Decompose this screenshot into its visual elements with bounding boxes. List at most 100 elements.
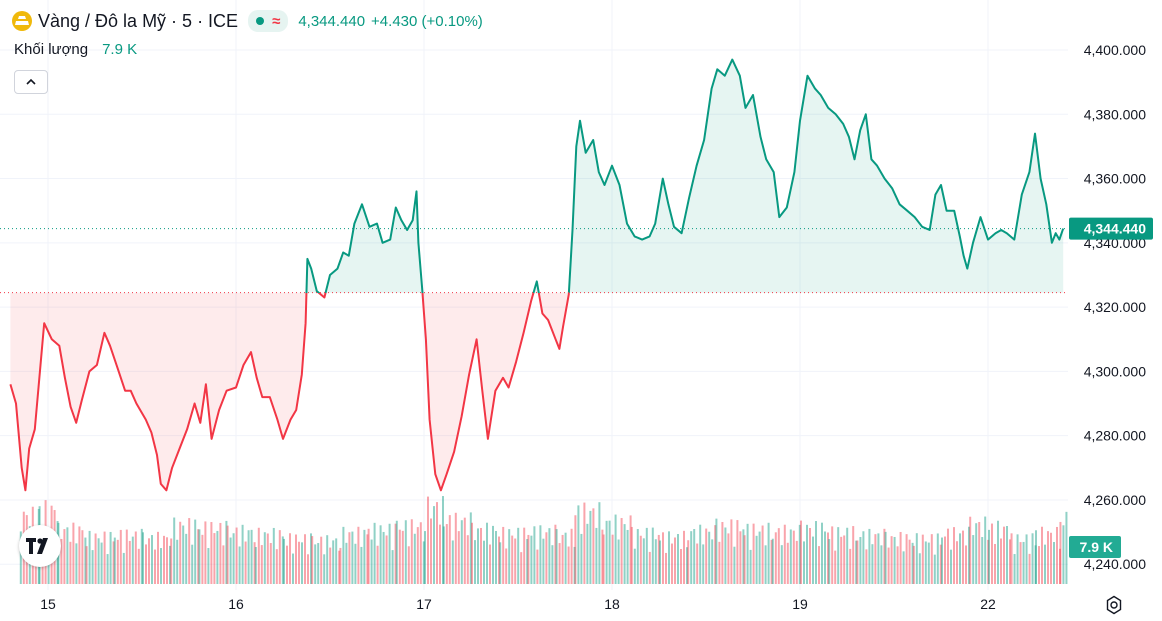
volume-bar [527,534,530,584]
volume-bar [363,529,366,584]
volume-bar [862,531,865,584]
volume-bar [601,529,604,584]
volume-bar [595,527,598,584]
volume-bar [953,527,955,584]
volume-bar [969,516,972,584]
volume-bar [173,517,176,584]
volume-bar [140,528,143,584]
volume-bar [166,537,168,584]
volume-bar [746,523,749,584]
area-fill [10,59,1064,491]
volume-bar [109,531,112,584]
volume-bar [554,524,557,584]
volume-bar [351,531,354,584]
volume-bar [1050,532,1052,584]
volume-bar [968,526,970,584]
settings-button[interactable] [1103,594,1125,616]
volume-bar [608,520,611,584]
volume-bar [962,530,964,584]
volume-bar [492,525,494,584]
collapse-legend-button[interactable] [14,70,48,94]
volume-bar [1028,553,1031,584]
volume-bar [502,526,505,584]
volume-bar [103,531,106,584]
volume-bar [298,541,300,584]
volume-bar [60,539,63,584]
volume-bar [1041,526,1043,584]
market-status-pill[interactable]: ≈ [248,10,289,32]
volume-bar [824,531,826,584]
volume-bar [1056,526,1058,584]
volume-bar [605,520,608,584]
volume-bar [170,538,173,584]
volume-bar [767,522,770,584]
volume-bar [398,529,401,584]
volume-bar [520,552,523,584]
volume-bar [1059,521,1062,584]
volume-bar [495,530,497,584]
volume-bar [388,523,391,584]
y-axis[interactable]: 4,240.000 4,260.000 4,280.000 4,300.000 4,32… [1084,42,1146,572]
volume-bar [884,531,887,584]
last-price-badge-label: 4,344.440 [1084,221,1146,237]
volume-bar [944,536,946,584]
volume-bar [821,522,823,584]
volume-bar [471,522,473,584]
volume-bar [526,539,529,584]
symbol-title[interactable]: Vàng / Đô la Mỹ · 5 · ICE [38,10,239,31]
volume-bar [367,528,370,584]
tradingview-logo-icon[interactable] [19,525,61,567]
volume-bar [182,525,185,584]
volume-bar [157,531,159,584]
y-tick-label: 4,300.000 [1084,363,1146,379]
volume-bar [674,537,676,584]
volume-bar [561,534,564,584]
y-tick-label: 4,260.000 [1084,492,1146,508]
x-tick-label: 19 [792,596,808,612]
volume-bar [75,543,78,584]
volume-bar [232,533,235,584]
volume-bar [636,529,639,584]
volume-bar [229,537,232,584]
volume-bar [1059,548,1061,584]
volume-bar [225,520,228,584]
volume-bar [623,524,626,584]
price-line-up [305,58,1065,293]
volume-bar [283,538,285,584]
settings-gear-icon [1106,595,1122,615]
volume-bar [758,531,761,584]
volume-bar [410,519,413,584]
volume-bar [939,544,942,584]
volume-bar [84,537,87,584]
volume-bar [809,528,811,584]
volume-bar [286,545,288,584]
volume-legend[interactable]: Khối lượng 7.9 K [14,41,137,58]
volume-bar [724,527,727,584]
volume-bar [771,538,774,584]
volume-bar [404,520,407,584]
gold-logo-icon [12,11,32,31]
volume-bar [1006,526,1008,584]
volume-bar [941,537,943,584]
volume-bar [777,528,780,584]
volume-bar [846,527,849,584]
volume-bar [1053,542,1055,584]
volume-bar [693,529,696,584]
volume-bar [1016,534,1019,584]
volume-bar [134,531,137,584]
x-axis[interactable]: 15 16 17 18 19 22 [40,596,996,612]
volume-bar [551,545,554,584]
volume-bar [310,533,312,584]
volume-bar [263,532,266,584]
volume-bar [204,521,207,584]
volume-bar [137,548,140,584]
volume-bar [244,541,247,584]
volume-bar [122,552,125,584]
volume-bar [880,545,883,584]
volume-bar [373,522,376,584]
volume-bar [834,550,837,584]
symbol-legend[interactable]: Vàng / Đô la Mỹ · 5 · ICE ≈ 4,344.440 +4… [12,8,483,34]
volume-bar [311,536,314,584]
volume-bar [1013,554,1016,584]
